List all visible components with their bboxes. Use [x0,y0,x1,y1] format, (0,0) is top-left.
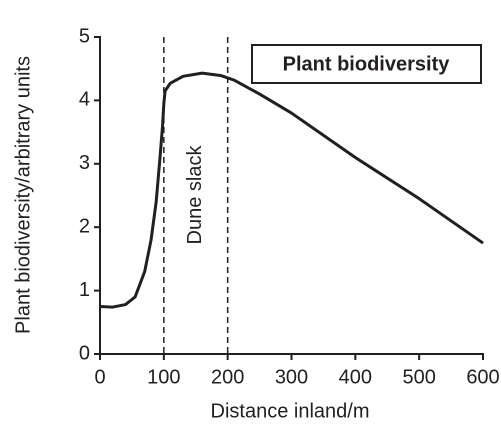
x-axis-label: Distance inland/m [211,400,370,422]
x-tick-label: 100 [147,366,180,388]
annotation: Dune slack [184,145,206,245]
y-axis-label: Plant biodiversity/arbitrary units [12,56,34,334]
chart-title: Plant biodiversity [283,53,451,75]
x-tick-label: 300 [275,366,308,388]
y-tick-label: 2 [79,215,90,237]
y-tick-label: 4 [79,89,90,111]
x-tick-label: 600 [466,366,499,388]
title-box [251,44,482,84]
line [99,71,484,309]
x-tick-label: 200 [211,366,244,388]
x-tick-label: 500 [402,366,435,388]
y-tick-label: 1 [79,279,90,301]
y-tick-label: 0 [79,342,90,364]
x-tick-label: 400 [339,366,372,388]
y-tick-label: 5 [79,25,90,47]
y-tick-label: 3 [79,152,90,174]
x-tick-label: 0 [94,366,105,388]
